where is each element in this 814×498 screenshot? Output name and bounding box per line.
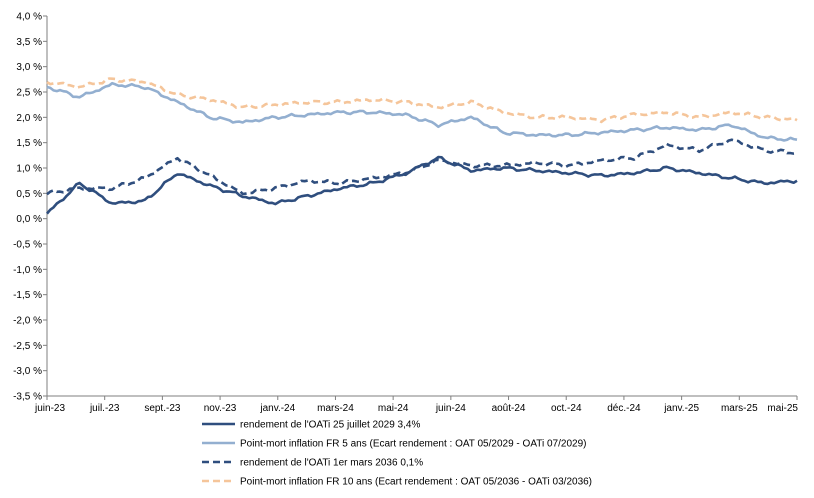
x-tick-label: juil.-23 (89, 403, 120, 414)
legend-label-1: Point-mort inflation FR 5 ans (Ecart ren… (240, 439, 586, 450)
x-tick-label: août-24 (492, 403, 526, 414)
y-tick-label: 3,5 % (16, 37, 42, 48)
y-tick-label: -1,0 % (13, 265, 42, 276)
x-tick-label: nov.-23 (204, 403, 237, 414)
legend-label-2: rendement de l'OATi 1er mars 2036 0,1% (240, 458, 423, 469)
y-tick-label: 2,5 % (16, 88, 42, 99)
x-axis: juin-23 juil.-23 sept.-23 nov.-23 janv.-24 ma… (34, 395, 798, 414)
y-axis: 4,0 % 3,5 % 3,0 % 2,5 % 2,0 % 1,5 % 1,0 % 0,5 %… (13, 12, 48, 403)
y-tick-label: 0,0 % (16, 214, 42, 225)
x-tick-label: mars-25 (721, 403, 758, 414)
series-line-1 (46, 81, 798, 142)
x-tick-label: janv.-24 (259, 403, 295, 414)
x-tick-label: déc.-24 (607, 403, 641, 414)
y-tick-label: 4,0 % (16, 12, 42, 23)
y-tick-label: 2,0 % (16, 113, 42, 124)
legend: rendement de l'OATi 25 juillet 2029 3,4%… (202, 420, 592, 488)
x-tick-label: sept.-23 (144, 403, 181, 414)
x-tick-label: mars-24 (317, 403, 354, 414)
x-tick-label: mai-24 (378, 403, 409, 414)
plot-lines (46, 77, 798, 215)
y-tick-label: -0,5 % (13, 240, 42, 251)
y-tick-label: 3,0 % (16, 62, 42, 73)
x-tick-label: oct.-24 (551, 403, 582, 414)
y-tick-label: -3,0 % (13, 366, 42, 377)
y-tick-label: -2,5 % (13, 341, 42, 352)
y-tick-label: 1,5 % (16, 138, 42, 149)
y-tick-label: -1,5 % (13, 290, 42, 301)
legend-label-0: rendement de l'OATi 25 juillet 2029 3,4% (240, 420, 420, 431)
x-tick-label: juin-24 (435, 403, 466, 414)
series-line-3 (46, 77, 798, 124)
y-tick-label: -2,0 % (13, 316, 42, 327)
series-line-0 (46, 155, 798, 215)
x-tick-label: janv.-25 (663, 403, 699, 414)
series-line-2 (46, 138, 798, 196)
x-tick-label: juin-23 (34, 403, 65, 414)
y-tick-label: -3,5 % (13, 392, 42, 403)
y-tick-label: 0,5 % (16, 189, 42, 200)
y-tick-label: 1,0 % (16, 164, 42, 175)
legend-label-3: Point-mort inflation FR 10 ans (Ecart re… (240, 477, 592, 488)
x-tick-label: mai-25 (767, 403, 798, 414)
